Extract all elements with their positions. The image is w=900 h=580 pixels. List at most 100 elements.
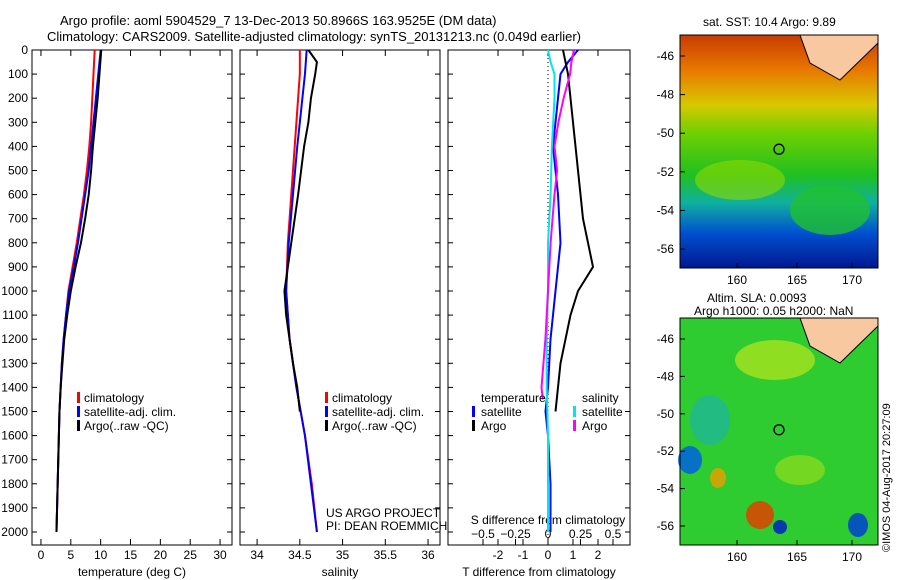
title-line-2: Climatology: CARS2009. Satellite-adjuste…: [47, 29, 582, 44]
pi-annotation: US ARGO PROJECT: [326, 506, 441, 520]
series-line-climatology: [285, 50, 318, 533]
sla-anomaly: [678, 446, 702, 474]
x-tick-label: 36: [421, 548, 435, 562]
y-tick-label: 1300: [1, 356, 28, 370]
lat-tick-label: -52: [657, 165, 675, 179]
legend-label: climatology: [332, 391, 392, 405]
x-tick-label: 1: [570, 548, 577, 562]
y-tick-label: 1900: [1, 501, 28, 515]
x-tick-label: 34: [250, 548, 264, 562]
legend-label: satellite: [481, 405, 522, 419]
lat-tick-label: -54: [657, 482, 675, 496]
y-tick-label: 1500: [1, 404, 28, 418]
sla-anomaly: [848, 513, 868, 537]
y-tick-label: 900: [8, 260, 28, 274]
lat-tick-label: -54: [657, 203, 675, 217]
legend-title-temperature: temperature: [481, 391, 546, 405]
lat-tick-label: -48: [657, 369, 675, 383]
y-tick-label: 700: [8, 212, 28, 226]
x-tick-label: 20: [154, 548, 168, 562]
series-line-t-argo: [554, 49, 595, 412]
y-tick-label: 1000: [1, 284, 28, 298]
y-tick-label: 1700: [1, 453, 28, 467]
sst-patch: [790, 185, 870, 235]
series-line-argo-raw-qc-: [55, 49, 103, 533]
x-axis-label: temperature (deg C): [78, 565, 186, 579]
y-tick-label: 400: [8, 139, 28, 153]
pi-annotation: PI: DEAN ROEMMICH: [326, 519, 447, 533]
panel-frame-0: [31, 49, 233, 546]
legend-label: satellite-adj. clim.: [84, 405, 176, 419]
sst-map-title: sat. SST: 10.4 Argo: 9.89: [703, 15, 836, 29]
legend-swatch: [325, 406, 328, 417]
y-tick-label: 800: [8, 236, 28, 250]
legend-label: Argo: [481, 419, 507, 433]
x-tick-label: 25: [184, 548, 198, 562]
sst-map: [679, 34, 879, 269]
lon-tick-label: 165: [787, 550, 807, 564]
legend-swatch: [77, 406, 80, 417]
legend-label: satellite: [582, 405, 623, 419]
map-frame: [679, 317, 879, 546]
y-tick-label: 1400: [1, 380, 28, 394]
sla-anomaly: [735, 340, 815, 380]
x-tick-label: 2: [595, 548, 602, 562]
argo-float-location-marker: [773, 143, 785, 155]
legend-swatch: [573, 406, 576, 417]
series-line-climatology: [55, 49, 96, 533]
legend-label: satellite-adj. clim.: [332, 405, 424, 419]
legend-swatch: [325, 392, 328, 403]
lon-tick-label: 160: [727, 550, 747, 564]
y-tick-label: 600: [8, 188, 28, 202]
lat-tick-label: -48: [657, 88, 675, 102]
y-tick-label: 100: [8, 67, 28, 81]
y-tick-label: 1200: [1, 332, 28, 346]
legend-swatch: [325, 420, 328, 431]
legend-swatch: [77, 420, 80, 431]
lat-tick-label: -56: [657, 242, 675, 256]
x-tick-label: 34.5: [288, 548, 312, 562]
series-line-s-satellite: [545, 49, 556, 532]
x-tick-label: 0: [545, 548, 552, 562]
x2-tick-label: −0.25: [500, 527, 531, 541]
legend-swatch: [472, 406, 475, 417]
x-tick-label: 10: [94, 548, 108, 562]
x2-tick-label: 0.25: [569, 527, 593, 541]
y-tick-label: 1600: [1, 429, 28, 443]
map-frame: [679, 34, 879, 269]
series-line-satellite-adj-clim-: [55, 49, 102, 533]
legend-swatch: [472, 420, 475, 431]
lon-tick-label: 160: [727, 273, 747, 287]
sla-anomaly: [690, 395, 730, 445]
x2-tick-label: 0: [545, 527, 552, 541]
y-tick-label: 500: [8, 163, 28, 177]
credit-label: ©IMOS 04-Aug-2017 20:27:09: [881, 403, 893, 552]
sla-anomaly: [775, 455, 825, 485]
x-tick-label: -2: [493, 548, 504, 562]
x2-tick-label: 0.5: [605, 527, 622, 541]
panel-frame-1: [239, 49, 441, 546]
y-tick-label: 0: [21, 43, 28, 57]
y-tick-label: 200: [8, 91, 28, 105]
legend-swatch: [573, 420, 576, 431]
lon-tick-label: 170: [842, 550, 862, 564]
lat-tick-label: -56: [657, 519, 675, 533]
series-line-s-argo: [540, 49, 575, 400]
panel-frame-2: [447, 49, 631, 546]
series-line-argo-raw-qc-: [283, 49, 318, 412]
series-line-satellite-adj-clim-: [285, 49, 318, 533]
sla-anomaly: [746, 501, 774, 529]
x-tick-label: 15: [124, 548, 138, 562]
lon-tick-label: 165: [787, 273, 807, 287]
legend-label: Argo: [582, 419, 608, 433]
x-tick-label: 35: [336, 548, 350, 562]
y-tick-label: 1800: [1, 477, 28, 491]
legend-label: Argo(..raw -QC): [332, 419, 417, 433]
sla-map-title-2: Argo h1000: 0.05 h2000: NaN: [694, 304, 854, 318]
y-tick-label: 300: [8, 115, 28, 129]
y-tick-label: 2000: [1, 525, 28, 539]
legend-label: climatology: [84, 391, 144, 405]
legend-title-salinity: salinity: [582, 391, 619, 405]
